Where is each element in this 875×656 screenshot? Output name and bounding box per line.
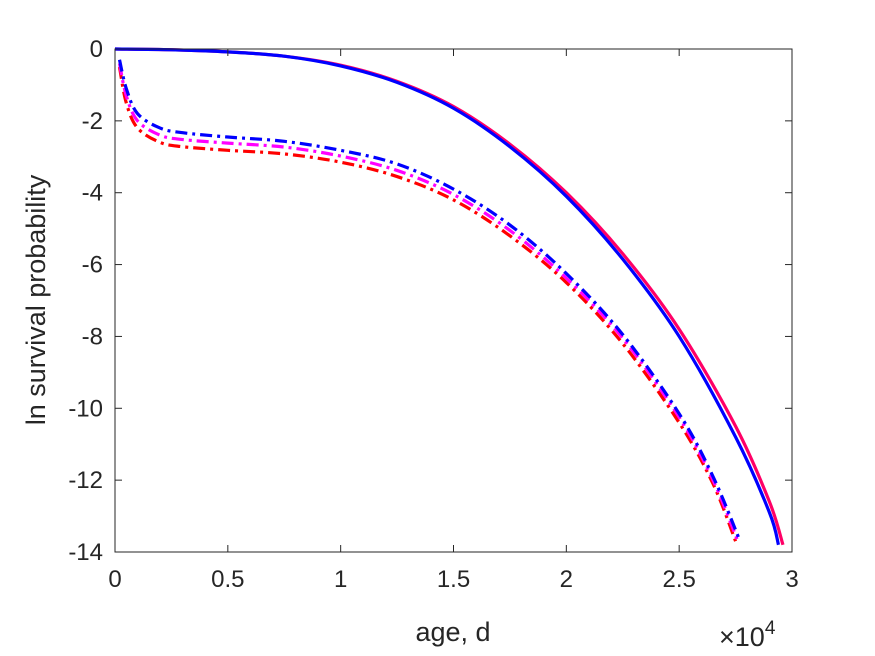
x-multiplier-exponent: 4 xyxy=(765,618,776,639)
y-ticks: 0 -2 -4 -6 -8 -10 -12 -14 xyxy=(68,36,792,566)
x-tick-label: 3 xyxy=(785,566,798,593)
x-multiplier-base: ×10 xyxy=(719,622,765,652)
x-tick-label: 0.5 xyxy=(211,566,244,593)
x-tick-label: 2 xyxy=(560,566,573,593)
series-layer xyxy=(114,47,785,546)
x-tick-label: 1 xyxy=(334,566,347,593)
y-tick-label: -6 xyxy=(82,252,103,279)
x-tick-label: 2.5 xyxy=(662,566,695,593)
x-tick-label: 0 xyxy=(108,566,121,593)
x-axis-label: age, d xyxy=(415,617,490,647)
y-tick-label: 0 xyxy=(90,36,103,63)
y-axis-label: ln survival probability xyxy=(21,174,51,425)
y-tick-label: -8 xyxy=(82,323,103,350)
y-tick-label: -12 xyxy=(68,467,103,494)
plot-area xyxy=(115,49,792,552)
x-multiplier: ×104 xyxy=(719,618,776,652)
series-line-4 xyxy=(117,63,740,542)
y-tick-label: -2 xyxy=(82,108,103,135)
y-tick-label: -4 xyxy=(82,180,103,207)
y-tick-label: -10 xyxy=(68,395,103,422)
y-tick-label: -14 xyxy=(68,539,103,566)
series-line-2 xyxy=(114,47,781,546)
series-line-5 xyxy=(117,59,742,542)
x-tick-label: 1.5 xyxy=(437,566,470,593)
series-line-3 xyxy=(117,66,738,542)
x-ticks: 0 0.5 1 1.5 2 2.5 3 xyxy=(108,49,799,593)
